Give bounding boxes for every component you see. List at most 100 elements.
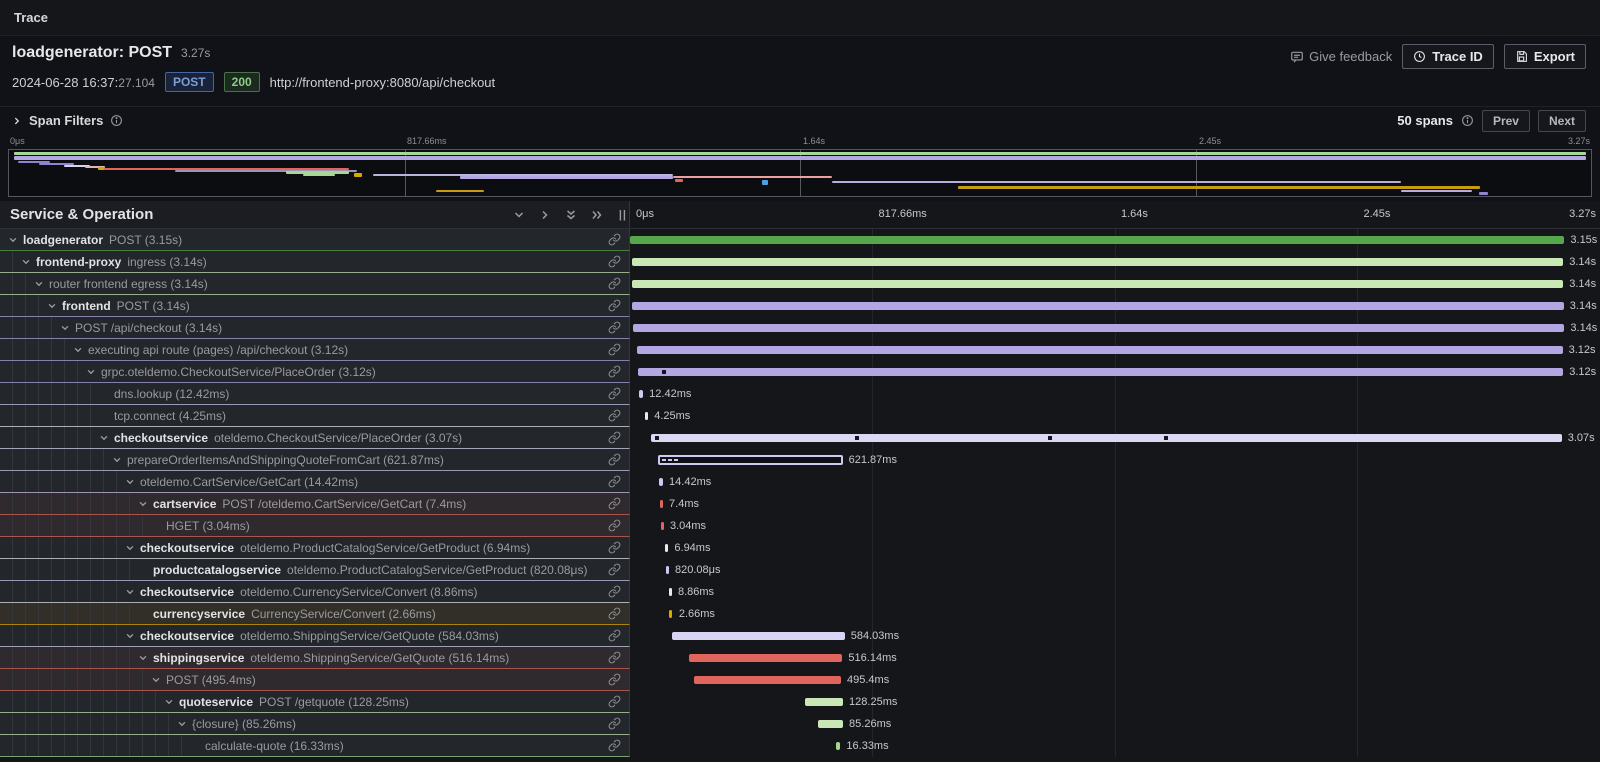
trace-minimap[interactable] xyxy=(8,149,1592,197)
chevron-down-icon[interactable] xyxy=(138,653,150,663)
chevron-down-icon[interactable] xyxy=(21,257,33,267)
chevron-down-icon[interactable] xyxy=(112,455,124,465)
span-row[interactable]: dns.lookup (12.42ms) 12.42ms xyxy=(0,383,1600,405)
span-filters-toggle[interactable]: Span Filters xyxy=(12,113,123,128)
span-row[interactable]: frontend POST (3.14s) 3.14s xyxy=(0,295,1600,317)
column-resize-handle[interactable]: || xyxy=(618,208,627,221)
span-bar[interactable] xyxy=(658,455,843,465)
link-icon[interactable] xyxy=(608,299,621,315)
span-bar[interactable] xyxy=(658,478,664,486)
double-chevron-down-icon[interactable] xyxy=(565,209,577,221)
span-bar[interactable] xyxy=(632,302,1564,310)
span-bar[interactable] xyxy=(631,258,1564,266)
chevron-down-icon[interactable] xyxy=(138,499,150,509)
link-icon[interactable] xyxy=(608,541,621,557)
span-bar[interactable] xyxy=(689,654,843,662)
info-icon[interactable] xyxy=(1461,114,1474,127)
span-row[interactable]: checkoutservice oteldemo.CheckoutService/… xyxy=(0,427,1600,449)
span-bar[interactable] xyxy=(835,742,841,750)
link-icon[interactable] xyxy=(608,409,621,425)
chevron-down-icon[interactable] xyxy=(73,345,85,355)
span-bar[interactable] xyxy=(659,500,663,508)
span-bar[interactable] xyxy=(660,522,664,530)
span-row[interactable]: checkoutservice oteldemo.ShippingService/… xyxy=(0,625,1600,647)
span-row[interactable]: frontend-proxy ingress (3.14s) 3.14s xyxy=(0,251,1600,273)
link-icon[interactable] xyxy=(608,717,621,733)
span-row[interactable]: productcatalogservice oteldemo.ProductCat… xyxy=(0,559,1600,581)
link-icon[interactable] xyxy=(608,365,621,381)
chevron-down-icon[interactable] xyxy=(60,323,72,333)
span-bar[interactable] xyxy=(630,236,1565,244)
double-chevron-right-icon[interactable] xyxy=(591,209,603,221)
link-icon[interactable] xyxy=(608,673,621,689)
span-bar[interactable] xyxy=(817,720,844,728)
link-icon[interactable] xyxy=(608,629,621,645)
link-icon[interactable] xyxy=(608,563,621,579)
span-row[interactable]: POST (495.4ms) 495.4ms xyxy=(0,669,1600,691)
link-icon[interactable] xyxy=(608,343,621,359)
span-row[interactable]: checkoutservice oteldemo.ProductCatalogSe… xyxy=(0,537,1600,559)
span-row[interactable]: checkoutservice oteldemo.CurrencyService/… xyxy=(0,581,1600,603)
link-icon[interactable] xyxy=(608,695,621,711)
link-icon[interactable] xyxy=(608,431,621,447)
span-bar[interactable] xyxy=(805,698,844,706)
span-row[interactable]: oteldemo.CartService/GetCart (14.42ms) 14… xyxy=(0,471,1600,493)
chevron-right-icon[interactable] xyxy=(539,209,551,221)
chevron-down-icon[interactable] xyxy=(151,675,163,685)
span-bar[interactable] xyxy=(644,412,648,420)
link-icon[interactable] xyxy=(608,475,621,491)
link-icon[interactable] xyxy=(608,519,621,535)
span-bar[interactable] xyxy=(669,610,673,618)
link-icon[interactable] xyxy=(608,255,621,271)
span-row[interactable]: router frontend egress (3.14s) 3.14s xyxy=(0,273,1600,295)
span-row[interactable]: currencyservice CurrencyService/Convert (… xyxy=(0,603,1600,625)
span-bar[interactable] xyxy=(639,390,644,398)
span-bar[interactable] xyxy=(668,588,672,596)
span-bar[interactable] xyxy=(637,346,1563,354)
link-icon[interactable] xyxy=(608,277,621,293)
chevron-down-icon[interactable] xyxy=(34,279,46,289)
link-icon[interactable] xyxy=(608,453,621,469)
span-row[interactable]: HGET (3.04ms) 3.04ms xyxy=(0,515,1600,537)
give-feedback-link[interactable]: Give feedback xyxy=(1290,49,1392,64)
link-icon[interactable] xyxy=(608,387,621,403)
link-icon[interactable] xyxy=(608,607,621,623)
span-row[interactable]: quoteservice POST /getquote (128.25ms) 128… xyxy=(0,691,1600,713)
span-row[interactable]: executing api route (pages) /api/checkou… xyxy=(0,339,1600,361)
chevron-down-icon[interactable] xyxy=(99,433,111,443)
span-row[interactable]: shippingservice oteldemo.ShippingService/… xyxy=(0,647,1600,669)
info-icon[interactable] xyxy=(110,114,123,127)
chevron-down-icon[interactable] xyxy=(86,367,98,377)
chevron-down-icon[interactable] xyxy=(125,631,137,641)
next-button[interactable]: Next xyxy=(1537,109,1586,132)
span-bar[interactable] xyxy=(631,280,1564,288)
chevron-down-icon[interactable] xyxy=(513,209,525,221)
span-row[interactable]: {closure} (85.26ms) 85.26ms xyxy=(0,713,1600,735)
span-bar[interactable] xyxy=(651,434,1562,442)
link-icon[interactable] xyxy=(608,739,621,755)
span-row[interactable]: loadgenerator POST (3.15s) 3.15s xyxy=(0,229,1600,251)
span-bar[interactable] xyxy=(671,632,845,640)
chevron-down-icon[interactable] xyxy=(8,235,20,245)
link-icon[interactable] xyxy=(608,585,621,601)
chevron-down-icon[interactable] xyxy=(177,719,189,729)
prev-button[interactable]: Prev xyxy=(1481,109,1530,132)
span-row[interactable]: grpc.oteldemo.CheckoutService/PlaceOrder… xyxy=(0,361,1600,383)
span-row[interactable]: POST /api/checkout (3.14s) 3.14s xyxy=(0,317,1600,339)
chevron-down-icon[interactable] xyxy=(125,477,137,487)
span-row[interactable]: cartservice POST /oteldemo.CartService/Ge… xyxy=(0,493,1600,515)
span-row[interactable]: prepareOrderItemsAndShippingQuoteFromCar… xyxy=(0,449,1600,471)
chevron-down-icon[interactable] xyxy=(164,697,176,707)
span-bar[interactable] xyxy=(665,566,669,574)
span-bar[interactable] xyxy=(632,324,1565,332)
export-button[interactable]: Export xyxy=(1503,44,1586,69)
span-bar[interactable] xyxy=(694,676,842,684)
chevron-down-icon[interactable] xyxy=(125,587,137,597)
span-bar[interactable] xyxy=(665,544,668,552)
link-icon[interactable] xyxy=(608,321,621,337)
chevron-down-icon[interactable] xyxy=(125,543,137,553)
span-row[interactable]: calculate-quote (16.33ms) 16.33ms xyxy=(0,735,1600,757)
span-bar[interactable] xyxy=(637,368,1564,376)
link-icon[interactable] xyxy=(608,233,621,249)
trace-id-button[interactable]: Trace ID xyxy=(1402,44,1494,69)
